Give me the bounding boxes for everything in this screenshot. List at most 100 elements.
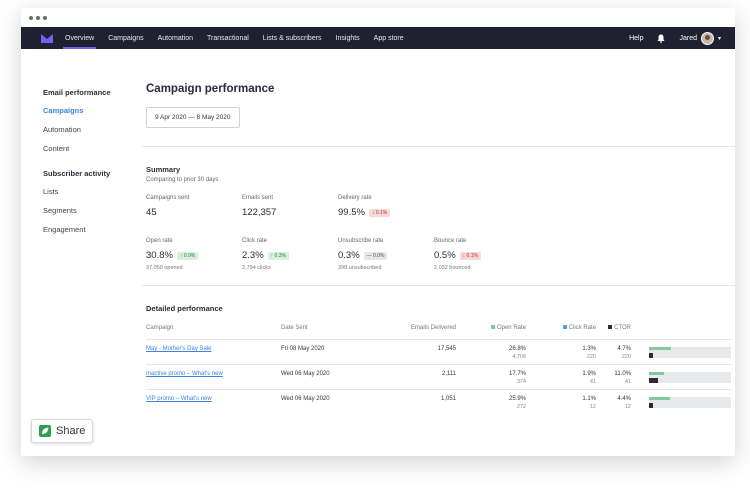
window-dot[interactable] <box>29 15 33 20</box>
col-date-sent[interactable]: Date Sent <box>281 325 308 331</box>
clicks: 220 <box>586 354 596 360</box>
date-sent: Wed 06 May 2020 <box>281 364 366 390</box>
summary-subtitle: Comparing to prior 30 days <box>146 177 219 183</box>
window-dot[interactable] <box>36 15 40 20</box>
col-open-rate[interactable]: Open Rate <box>456 325 526 340</box>
performance-bars <box>649 347 731 358</box>
col-campaign[interactable]: Campaign <box>146 325 174 331</box>
page-title: Campaign performance <box>146 83 275 95</box>
divider <box>142 285 735 286</box>
nav-overview[interactable]: Overview <box>62 27 97 49</box>
table-header-row: Campaign Date Sent Emails Delivered Open… <box>146 325 731 340</box>
date-sent: Wed 06 May 2020 <box>281 389 366 414</box>
campaign-link[interactable]: VIP promo – What's new <box>146 396 212 402</box>
main-content: Campaign performance 9 Apr 2020 — 8 May … <box>142 80 735 414</box>
metric-label: Click rate <box>242 238 268 244</box>
click-rate: 1.3% <box>582 346 596 352</box>
detail-title: Detailed performance <box>146 304 223 313</box>
col-ctor[interactable]: CTOR <box>596 325 631 340</box>
open-rate: 25.9% <box>508 396 526 402</box>
metric-click-rate: Click rate 2.3% ↑ 0.3% 2,794 clicks <box>242 238 338 271</box>
window-dot[interactable] <box>43 15 47 20</box>
share-button[interactable]: Share <box>31 419 93 443</box>
emails-delivered: 1,051 <box>366 389 456 414</box>
open-rate-bar <box>649 347 671 350</box>
logo-icon[interactable] <box>41 33 53 43</box>
sidebar-item-content[interactable]: Content <box>43 144 70 153</box>
metric-label: Bounce rate <box>434 238 467 244</box>
trend-badge: — 0.0% <box>363 251 388 260</box>
emails-delivered: 2,111 <box>366 364 456 390</box>
click-rate: 1.1% <box>582 396 596 402</box>
col-click-rate-label: Click Rate <box>568 325 596 331</box>
sidebar-item-segments[interactable]: Segments <box>43 206 77 215</box>
date-range-picker[interactable]: 9 Apr 2020 — 8 May 2020 <box>146 107 240 128</box>
metrics-grid: Campaigns sent 45 Emails sent 122,357 De… <box>146 195 731 271</box>
nav-automation[interactable]: Automation <box>157 34 194 42</box>
nav-transactional[interactable]: Transactional <box>207 34 249 42</box>
opens: 272 <box>516 404 526 410</box>
nav-lists-subscribers[interactable]: Lists & subscribers <box>262 34 322 42</box>
trend-badge: ↓ 0.1% <box>459 251 481 260</box>
open-rate-bar <box>649 397 670 400</box>
chevron-down-icon: ▾ <box>717 35 721 42</box>
metric-note: 2,032 bounced <box>434 265 471 271</box>
ctor-cell: 4.4% 12 <box>596 389 631 414</box>
open-rate-swatch <box>490 325 495 330</box>
trend-badge: ↑ 0.3% <box>267 251 289 260</box>
opens: 374 <box>516 379 526 385</box>
metric-value-row: 45 <box>146 207 242 218</box>
trend-badge: ↑ 0.9% <box>176 251 199 260</box>
metric-value-row: 0.5% ↓ 0.1% <box>434 250 530 261</box>
ctor: 11.0% <box>614 371 631 377</box>
click-rate-cell: 1.9% 41 <box>526 364 596 390</box>
metric-label: Campaigns sent <box>146 195 190 201</box>
metric-campaigns-sent: Campaigns sent 45 <box>146 195 242 218</box>
performance-bars <box>649 372 731 383</box>
ctor: 4.4% <box>617 396 631 402</box>
performance-bars <box>649 397 731 408</box>
metric-open-rate: Open rate 30.8% ↑ 0.9% 37,050 opened <box>146 238 242 271</box>
col-ctor-label: CTOR <box>614 325 631 331</box>
sidebar-item-engagement[interactable]: Engagement <box>43 225 86 234</box>
open-rate: 26.8% <box>508 346 526 352</box>
ctor: 4.7% <box>617 346 631 352</box>
metric-emails-sent: Emails sent 122,357 <box>242 195 338 218</box>
open-rate-bar <box>649 372 664 375</box>
campaign-link[interactable]: May - Mother's Day Sale <box>146 346 212 352</box>
click-rate-cell: 1.1% 12 <box>526 389 596 414</box>
emails-delivered: 17,545 <box>366 339 456 365</box>
user-menu[interactable]: Jared ▾ <box>679 31 721 45</box>
sidebar-item-lists[interactable]: Lists <box>43 187 59 196</box>
campaign-link[interactable]: Inactive promo – What's new <box>146 371 223 377</box>
click-rate: 1.9% <box>582 371 596 377</box>
metric-value-row: 30.8% ↑ 0.9% <box>146 250 242 261</box>
bell-icon[interactable] <box>657 34 665 43</box>
metric-value-row: 122,357 <box>242 207 338 218</box>
trend-badge: ↓ 0.1% <box>368 208 391 217</box>
sidebar-item-automation[interactable]: Automation <box>43 125 81 134</box>
detailed-performance-section: Detailed performance Campaign Date Sent … <box>146 304 731 414</box>
open-rate-cell: 17.7% 374 <box>456 364 526 390</box>
sidebar-item-campaigns[interactable]: Campaigns <box>43 106 84 115</box>
metric-value: 99.5% <box>338 207 365 218</box>
summary-section: Summary Comparing to prior 30 days Campa… <box>146 165 731 271</box>
col-bars <box>631 325 731 340</box>
metric-value: 2.3% <box>242 250 264 261</box>
col-emails-delivered[interactable]: Emails Delivered <box>410 325 456 331</box>
click-rate-swatch <box>562 325 567 330</box>
open-rate-cell: 25.9% 272 <box>456 389 526 414</box>
nav-insights[interactable]: Insights <box>335 34 360 42</box>
ctor-cell: 4.7% 220 <box>596 339 631 365</box>
open-rate: 17.7% <box>508 371 526 377</box>
bars-cell <box>631 389 731 414</box>
help-link[interactable]: Help <box>629 34 644 42</box>
metric-label: Open rate <box>146 238 173 244</box>
metric-value: 45 <box>146 207 157 218</box>
col-click-rate[interactable]: Click Rate <box>526 325 596 340</box>
nav-campaigns[interactable]: Campaigns <box>108 34 144 42</box>
ctor-cell: 11.0% 41 <box>596 364 631 390</box>
ctor-bar <box>649 353 653 358</box>
nav-app-store[interactable]: App store <box>373 34 404 42</box>
sidebar-head-subscriber-activity: Subscriber activity <box>43 169 111 178</box>
